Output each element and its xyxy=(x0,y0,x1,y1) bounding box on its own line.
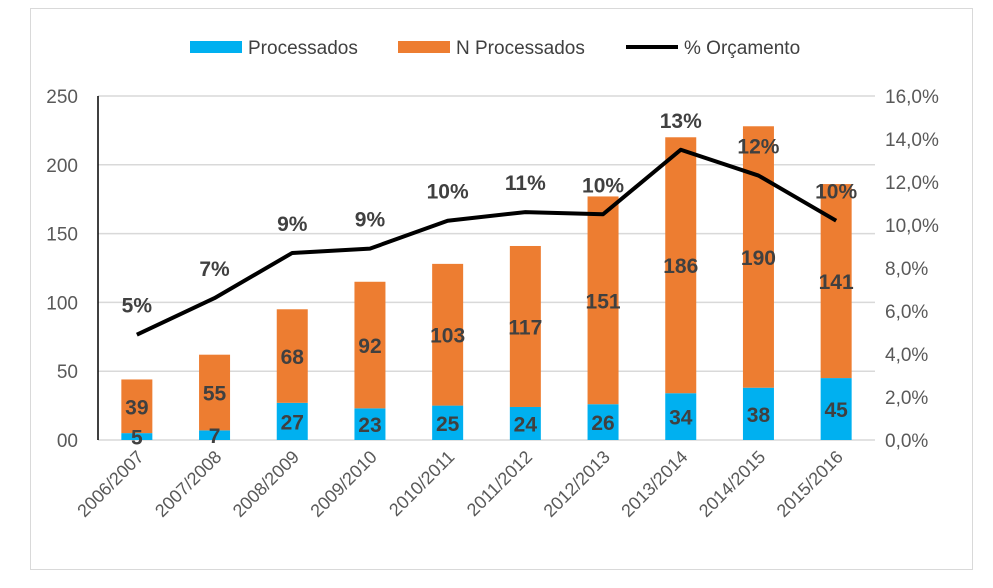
chart-frame xyxy=(30,8,973,570)
y-right-tick-label: 6,0% xyxy=(885,302,928,323)
data-label: 38 xyxy=(747,404,771,427)
y-left-tick-label: 250 xyxy=(46,87,78,108)
x-tick-label: 2010/2011 xyxy=(385,447,458,520)
data-label: 24 xyxy=(514,413,538,436)
y-right-tick-label: 14,0% xyxy=(885,130,939,151)
legend-label: N Processados xyxy=(456,38,585,59)
bar-processados xyxy=(354,408,386,440)
line-data-label: 10% xyxy=(815,181,857,204)
y-left-tick-label: 00 xyxy=(57,431,78,452)
data-label: 23 xyxy=(358,414,381,437)
line-data-label: 10% xyxy=(427,181,469,204)
x-tick-label: 2011/2012 xyxy=(463,447,536,520)
line-data-label: 12% xyxy=(737,136,779,159)
y-right-tick-label: 10,0% xyxy=(885,216,939,237)
data-label: 34 xyxy=(669,407,693,430)
line-data-label: 9% xyxy=(277,213,308,236)
y-right-tick-label: 16,0% xyxy=(885,87,939,108)
data-label: 39 xyxy=(125,396,148,419)
x-tick-label: 2009/2010 xyxy=(306,447,380,521)
y-right-tick-label: 4,0% xyxy=(885,345,928,366)
y-right-tick-label: 8,0% xyxy=(885,259,928,280)
x-tick-label: 2013/2014 xyxy=(617,447,691,521)
x-tick-label: 2014/2015 xyxy=(695,447,769,521)
bar-n-processados xyxy=(199,354,231,431)
data-label: 5 xyxy=(131,427,143,450)
data-label: 68 xyxy=(281,346,305,369)
legend-label: % Orçamento xyxy=(684,38,800,59)
x-tick-label: 2012/2013 xyxy=(540,447,614,521)
bar-n-processados xyxy=(432,263,464,406)
bar-n-processados xyxy=(121,379,153,434)
data-label: 45 xyxy=(824,399,848,422)
data-label: 55 xyxy=(203,383,227,406)
y-right-tick-label: 2,0% xyxy=(885,388,928,409)
bar-processados xyxy=(199,430,231,440)
bar-processados xyxy=(820,378,852,440)
bar-n-processados xyxy=(587,196,619,405)
y-left-tick-label: 50 xyxy=(57,362,78,383)
line-orcamento xyxy=(135,147,838,337)
data-label: 25 xyxy=(436,413,460,436)
line-data-label: 9% xyxy=(355,209,386,232)
line-data-label: 10% xyxy=(582,174,624,197)
bar-n-processados xyxy=(509,245,541,407)
bar-processados xyxy=(509,406,541,440)
line-data-label: 5% xyxy=(122,295,153,318)
data-label: 27 xyxy=(281,411,304,434)
x-tick-label: 2015/2016 xyxy=(773,447,847,521)
legend-swatch xyxy=(398,41,450,53)
data-label: 117 xyxy=(508,316,542,339)
bar-n-processados xyxy=(354,281,386,409)
data-label: 141 xyxy=(819,271,854,294)
data-label: 103 xyxy=(430,325,465,348)
data-label: 7 xyxy=(209,425,221,448)
line-data-label: 11% xyxy=(505,172,546,195)
data-label: 151 xyxy=(586,290,621,313)
data-label: 186 xyxy=(663,255,698,278)
legend-label: Processados xyxy=(248,38,358,59)
bar-processados xyxy=(665,393,697,440)
line-data-label: 13% xyxy=(660,110,702,133)
line-data-label: 7% xyxy=(199,258,230,281)
x-tick-label: 2008/2009 xyxy=(229,447,303,521)
bar-n-processados xyxy=(742,126,774,388)
bar-processados xyxy=(432,405,464,440)
y-right-tick-label: 12,0% xyxy=(885,173,939,194)
bar-processados xyxy=(121,433,153,440)
bar-n-processados xyxy=(276,309,308,403)
bar-processados xyxy=(276,402,308,440)
y-left-tick-label: 200 xyxy=(46,156,78,177)
data-label: 26 xyxy=(591,412,614,435)
y-left-tick-label: 100 xyxy=(46,293,78,314)
data-label: 92 xyxy=(358,335,381,358)
x-tick-label: 2007/2008 xyxy=(151,447,225,521)
y-right-tick-label: 0,0% xyxy=(885,431,928,452)
legend-swatch xyxy=(190,41,242,53)
bar-processados xyxy=(587,404,619,440)
bar-n-processados xyxy=(665,137,697,394)
bar-processados xyxy=(742,387,774,440)
data-label: 190 xyxy=(741,247,776,270)
x-tick-label: 2006/2007 xyxy=(73,447,147,521)
y-left-tick-label: 150 xyxy=(46,225,78,246)
